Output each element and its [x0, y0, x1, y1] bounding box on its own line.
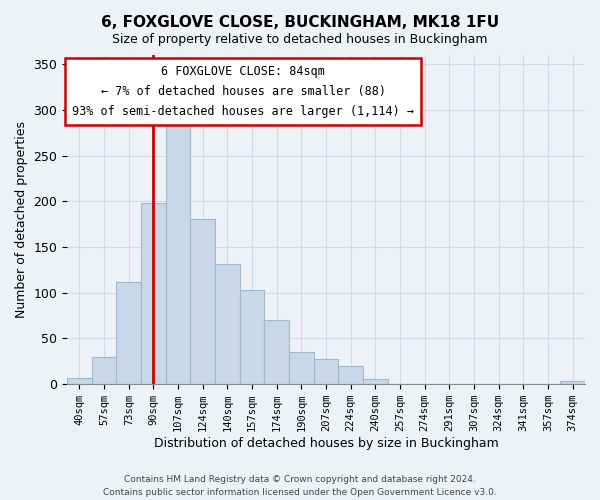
Text: Size of property relative to detached houses in Buckingham: Size of property relative to detached ho…: [112, 32, 488, 46]
Bar: [141, 203, 166, 384]
Bar: [314, 358, 338, 384]
Bar: [92, 357, 116, 384]
X-axis label: Distribution of detached houses by size in Buckingham: Distribution of detached houses by size …: [154, 437, 499, 450]
Text: 6 FOXGLOVE CLOSE: 84sqm
← 7% of detached houses are smaller (88)
93% of semi-det: 6 FOXGLOVE CLOSE: 84sqm ← 7% of detached…: [72, 65, 414, 118]
Bar: [560, 382, 585, 384]
Y-axis label: Number of detached properties: Number of detached properties: [15, 121, 28, 318]
Bar: [363, 378, 388, 384]
Bar: [67, 378, 92, 384]
Text: Contains HM Land Registry data © Crown copyright and database right 2024.
Contai: Contains HM Land Registry data © Crown c…: [103, 476, 497, 497]
Bar: [190, 218, 215, 384]
Bar: [116, 282, 141, 384]
Text: 6, FOXGLOVE CLOSE, BUCKINGHAM, MK18 1FU: 6, FOXGLOVE CLOSE, BUCKINGHAM, MK18 1FU: [101, 15, 499, 30]
Bar: [289, 352, 314, 384]
Bar: [265, 320, 289, 384]
Bar: [215, 264, 240, 384]
Bar: [166, 114, 190, 384]
Bar: [338, 366, 363, 384]
Bar: [240, 290, 265, 384]
